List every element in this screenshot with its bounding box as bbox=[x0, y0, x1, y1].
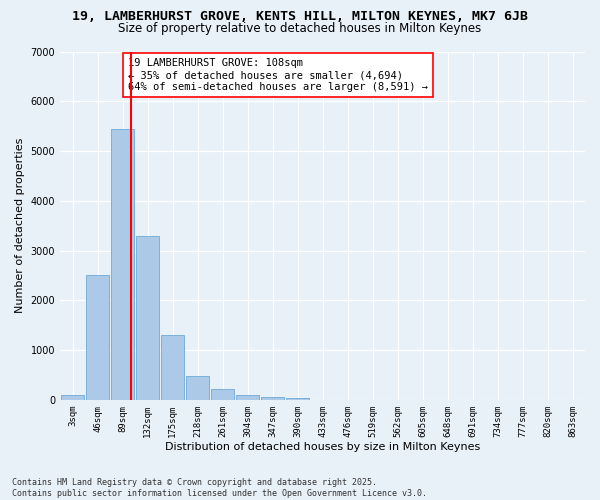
Bar bbox=[86, 276, 109, 400]
Bar bbox=[161, 335, 184, 400]
Bar bbox=[286, 398, 309, 400]
Text: 19, LAMBERHURST GROVE, KENTS HILL, MILTON KEYNES, MK7 6JB: 19, LAMBERHURST GROVE, KENTS HILL, MILTO… bbox=[72, 10, 528, 23]
Text: Contains HM Land Registry data © Crown copyright and database right 2025.
Contai: Contains HM Land Registry data © Crown c… bbox=[12, 478, 427, 498]
Bar bbox=[61, 395, 84, 400]
Text: Size of property relative to detached houses in Milton Keynes: Size of property relative to detached ho… bbox=[118, 22, 482, 35]
X-axis label: Distribution of detached houses by size in Milton Keynes: Distribution of detached houses by size … bbox=[165, 442, 480, 452]
Bar bbox=[211, 389, 234, 400]
Text: 19 LAMBERHURST GROVE: 108sqm
← 35% of detached houses are smaller (4,694)
64% of: 19 LAMBERHURST GROVE: 108sqm ← 35% of de… bbox=[128, 58, 428, 92]
Bar bbox=[136, 236, 159, 400]
Bar bbox=[186, 376, 209, 400]
Bar bbox=[236, 395, 259, 400]
Y-axis label: Number of detached properties: Number of detached properties bbox=[15, 138, 25, 314]
Bar bbox=[261, 397, 284, 400]
Bar bbox=[111, 128, 134, 400]
